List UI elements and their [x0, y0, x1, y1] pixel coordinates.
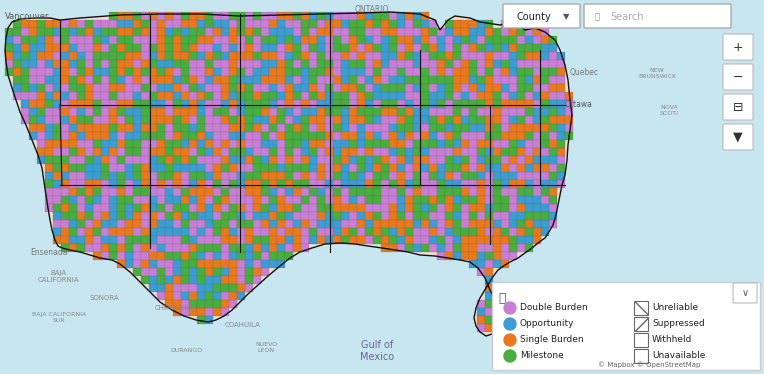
Bar — [634, 333, 648, 347]
Text: ▼: ▼ — [733, 131, 743, 144]
Text: ⊟: ⊟ — [733, 101, 743, 113]
Text: Vancouver: Vancouver — [5, 12, 50, 21]
Text: © Mapbox © OpenStreetMap: © Mapbox © OpenStreetMap — [598, 361, 701, 368]
FancyBboxPatch shape — [723, 94, 753, 120]
Text: NOVA
SCOTI: NOVA SCOTI — [660, 105, 679, 116]
Text: ONTARIO: ONTARIO — [355, 5, 390, 14]
Text: COAHUILA: COAHUILA — [225, 322, 261, 328]
FancyBboxPatch shape — [584, 4, 731, 28]
Text: ⤢: ⤢ — [498, 292, 506, 305]
Text: DURANGO: DURANGO — [170, 348, 202, 353]
Text: Gulf of
Mexico: Gulf of Mexico — [360, 340, 394, 362]
Circle shape — [504, 318, 516, 330]
Text: Double Burden: Double Burden — [520, 303, 588, 313]
Text: −: − — [733, 71, 743, 83]
Bar — [634, 317, 648, 331]
Circle shape — [504, 350, 516, 362]
Text: Suppressed: Suppressed — [652, 319, 704, 328]
Text: Milestone: Milestone — [520, 352, 564, 361]
Text: CHIHUAHUA: CHIHUAHUA — [155, 305, 197, 311]
FancyBboxPatch shape — [723, 124, 753, 150]
Circle shape — [504, 334, 516, 346]
Text: ∨: ∨ — [741, 288, 749, 298]
Text: Unreliable: Unreliable — [652, 303, 698, 313]
Text: Search: Search — [610, 12, 643, 22]
Text: NEW
BRUNSWICK: NEW BRUNSWICK — [638, 68, 676, 79]
FancyBboxPatch shape — [723, 64, 753, 90]
FancyBboxPatch shape — [733, 283, 757, 303]
Text: Single Burden: Single Burden — [520, 335, 584, 344]
Text: Ottawa: Ottawa — [565, 100, 593, 109]
FancyBboxPatch shape — [503, 4, 580, 28]
Text: NUEVO
LEÓN: NUEVO LEÓN — [255, 342, 277, 353]
Bar — [634, 301, 648, 315]
Text: Ensenada: Ensenada — [30, 248, 67, 257]
Text: BAJA
CALIFORNIA: BAJA CALIFORNIA — [38, 270, 79, 283]
Text: Opportunity: Opportunity — [520, 319, 575, 328]
Polygon shape — [5, 12, 572, 336]
Text: Bahamas: Bahamas — [545, 358, 581, 367]
Text: Unavailable: Unavailable — [652, 352, 705, 361]
Bar — [634, 349, 648, 363]
Text: County: County — [516, 12, 552, 22]
Text: 🔍: 🔍 — [595, 12, 600, 21]
Text: SONORA: SONORA — [90, 295, 120, 301]
FancyBboxPatch shape — [723, 34, 753, 60]
Text: ▼: ▼ — [563, 12, 569, 21]
Text: Quebec: Quebec — [570, 68, 599, 77]
Text: +: + — [733, 40, 743, 53]
Circle shape — [504, 302, 516, 314]
Text: BAJA CALIFORNIA
SUR: BAJA CALIFORNIA SUR — [32, 312, 86, 323]
Text: Withheld: Withheld — [652, 335, 692, 344]
FancyBboxPatch shape — [492, 282, 760, 370]
